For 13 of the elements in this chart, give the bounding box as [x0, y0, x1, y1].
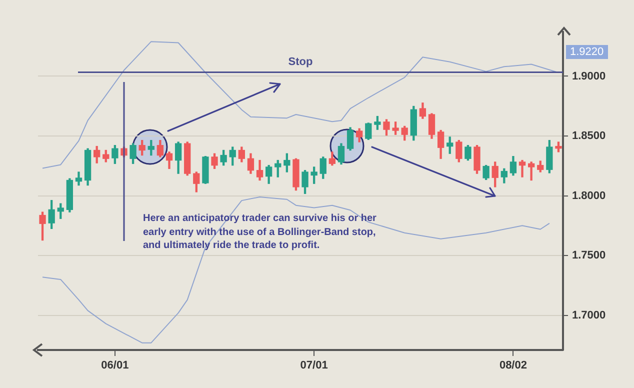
text: 1.9220 [566, 45, 608, 59]
ref-line-label: Stop [288, 56, 313, 68]
x-tick-label: 08/02 [499, 360, 527, 372]
y-tick-label: 1.7500 [572, 250, 606, 262]
y-tick-label: 1.9000 [572, 70, 606, 82]
x-tick-label: 07/01 [300, 360, 328, 372]
y-tick-label: 1.8500 [572, 130, 606, 142]
y-tick-label: 1.7000 [572, 309, 606, 322]
candlestick [528, 162, 535, 181]
annotation: Here an anticipatory trader can survive his or her early entry with the use of a Bollinger-Band stop, and ultimately ride the trade to profit. [143, 212, 378, 252]
x-tick-label: 06/01 [101, 360, 129, 372]
y-tick-label: 1.8000 [572, 190, 606, 202]
candlestick [518, 160, 526, 178]
